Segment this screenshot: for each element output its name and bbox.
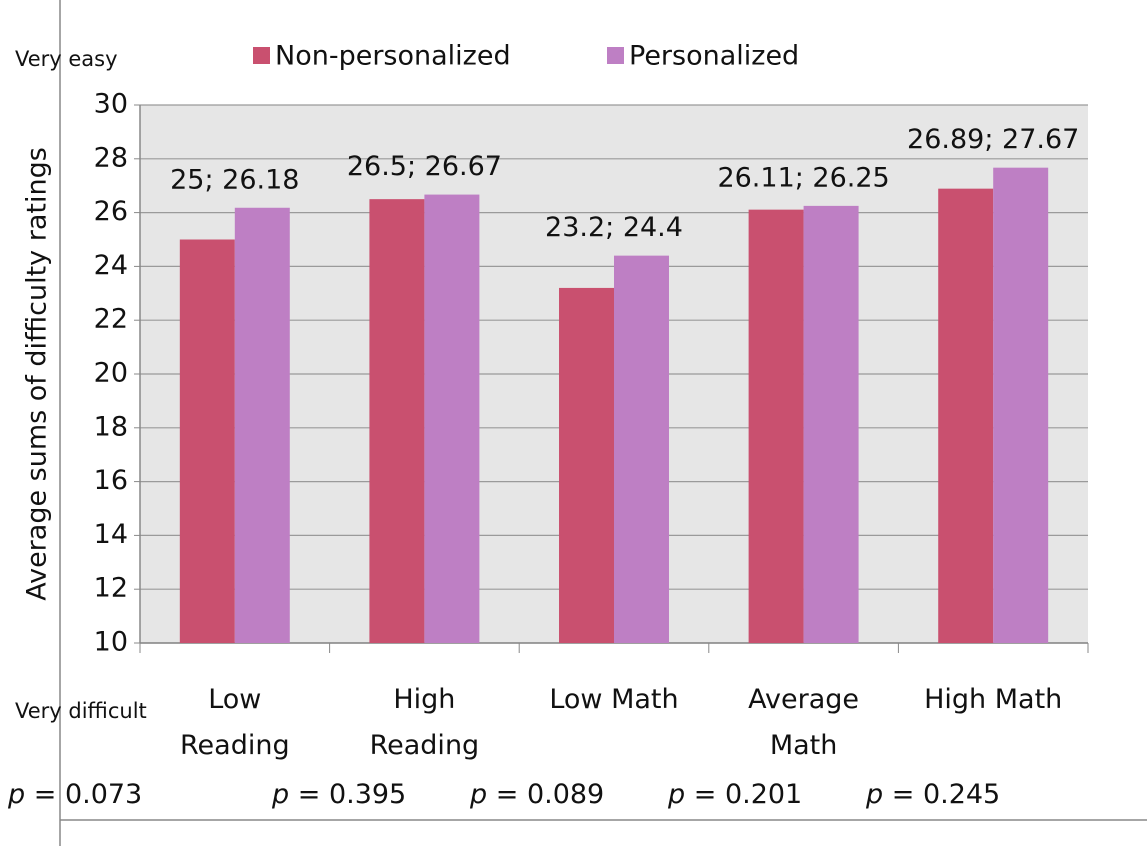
legend-label: Personalized xyxy=(629,41,799,72)
legend-swatch xyxy=(253,47,270,64)
y-tick-label: 22 xyxy=(94,304,128,335)
data-label: 26.11; 26.25 xyxy=(717,162,889,193)
y-tick-label: 28 xyxy=(94,142,128,173)
p-value: p = 0.395 xyxy=(271,779,406,810)
y-tick-label: 26 xyxy=(94,196,128,227)
p-symbol: p xyxy=(865,779,883,810)
bar xyxy=(803,205,859,643)
x-tick-label: High Math xyxy=(924,684,1062,715)
x-tick-label: High Reading xyxy=(370,684,480,761)
y-tick-label: 16 xyxy=(94,465,128,496)
bar xyxy=(614,255,669,643)
y-tick-label: 20 xyxy=(94,358,128,389)
y-tick-label: 10 xyxy=(94,627,128,658)
p-symbol: p xyxy=(271,779,289,810)
p-value: p = 0.073 xyxy=(7,779,142,810)
p-value: p = 0.089 xyxy=(469,779,604,810)
p-value-text: = 0.245 xyxy=(892,779,1001,810)
p-symbol: p xyxy=(7,779,25,810)
legend-swatch xyxy=(607,47,624,64)
p-value: p = 0.245 xyxy=(865,779,1000,810)
bar xyxy=(424,194,480,643)
p-symbol: p xyxy=(667,779,685,810)
data-label: 26.5; 26.67 xyxy=(347,151,502,182)
y-tick-label: 24 xyxy=(94,250,128,281)
data-label: 26.89; 27.67 xyxy=(907,124,1079,155)
bar xyxy=(938,188,994,643)
bar xyxy=(559,287,614,643)
bar xyxy=(369,199,425,643)
legend-label: Non-personalized xyxy=(275,41,511,72)
y-tick-label: 14 xyxy=(94,519,128,550)
p-value: p = 0.201 xyxy=(667,779,802,810)
bar xyxy=(234,207,290,643)
p-value-text: = 0.089 xyxy=(496,779,605,810)
y-tick-label: 18 xyxy=(94,411,128,442)
bottom-note: Very difficult xyxy=(15,699,147,723)
y-tick-label: 12 xyxy=(94,573,128,604)
p-value-text: = 0.201 xyxy=(694,779,803,810)
y-axis-label: Average sums of difficulty ratings xyxy=(22,147,53,601)
p-symbol: p xyxy=(469,779,487,810)
bar xyxy=(993,167,1049,643)
bar xyxy=(748,209,804,644)
p-value-text: = 0.395 xyxy=(298,779,407,810)
y-tick-label: 30 xyxy=(94,89,128,120)
x-tick-label: Average Math xyxy=(748,684,859,761)
top-note: Very easy xyxy=(15,47,118,71)
x-tick-label: Low Reading xyxy=(180,684,290,761)
data-label: 23.2; 24.4 xyxy=(545,212,683,243)
bar xyxy=(179,239,235,643)
p-value-text: = 0.073 xyxy=(34,779,143,810)
x-tick-label: Low Math xyxy=(549,684,678,715)
data-label: 25; 26.18 xyxy=(170,164,299,195)
